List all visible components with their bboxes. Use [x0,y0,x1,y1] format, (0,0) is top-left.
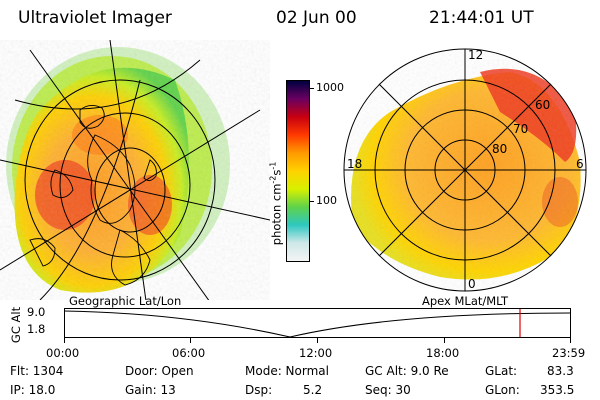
mlt-label-0: 0 [468,277,476,291]
lat-circle [24,79,216,281]
altitude-curve [64,310,571,338]
orbit-timeline [64,308,571,343]
glon-label: GLon: [485,383,520,397]
xtick-0000: 00:00 [46,346,80,360]
date-label: 02 Jun 00 [276,8,357,28]
geographic-image [0,40,270,300]
coastline [111,229,151,286]
flight-number: Flt: 1304 [10,364,64,378]
gain-value: Gain: 13 [125,383,176,397]
glat-label: GLat: [485,364,518,378]
colorbar-gradient [287,81,309,261]
mode-value: Mode: Normal [245,364,329,378]
colorbar [286,80,310,262]
lat-label-80: 80 [492,142,507,156]
right-panel-caption: Apex MLat/MLT [422,294,509,308]
lat-label-70: 70 [513,122,528,136]
coastline [143,159,157,181]
timeline-ytick-bottom: 1.8 [27,322,46,336]
lon-line [14,59,201,110]
mlt-axis [378,83,552,257]
gc-altitude: GC Alt: 9.0 Re [365,364,449,378]
glat-value: 83.3 [547,364,574,378]
colorbar-tick [309,201,314,202]
door-status: Door: Open [125,364,194,378]
colorbar-unit-label: photon cm-2s-1 [268,161,284,246]
coastline [87,134,136,224]
timeline-frame [64,308,571,338]
mlt-label-12: 12 [468,48,483,62]
mlt-label-6: 6 [576,157,584,171]
coastline [79,105,105,129]
xtick-1800: 18:00 [426,346,460,360]
lat-circle [59,112,191,258]
lat-label-60: 60 [535,98,550,112]
mlt-label-18: 18 [347,157,362,171]
coastline [50,169,74,199]
timeline-ylabel: GC Alt [9,306,23,344]
dsp-value: 5.2 [303,383,323,397]
lon-line [109,40,147,300]
polar-plot: 12 18 6 0 60 70 80 [343,48,587,292]
lon-line [39,79,141,300]
coastline [29,238,56,267]
xtick-1200: 12:00 [299,346,333,360]
timeline-ytick-top: 9.0 [27,305,46,319]
sequence-value: Seq: 30 [365,383,411,397]
lat-circle [94,147,166,233]
ip-value: IP: 18.0 [10,383,56,397]
lon-line [0,109,261,271]
colorbar-tick-high: 1000 [316,81,344,94]
colorbar-tick [309,88,314,89]
time-label: 21:44:01 UT [429,8,534,28]
xtick-2359: 23:59 [552,346,586,360]
dsp-label: Dsp: [245,383,273,397]
left-panel-caption: Geographic Lat/Lon [69,294,182,308]
xtick-0600: 06:00 [172,346,206,360]
instrument-title: Ultraviolet Imager [18,8,172,28]
colorbar-tick-low: 100 [316,194,337,207]
glon-value: 353.5 [540,383,575,397]
